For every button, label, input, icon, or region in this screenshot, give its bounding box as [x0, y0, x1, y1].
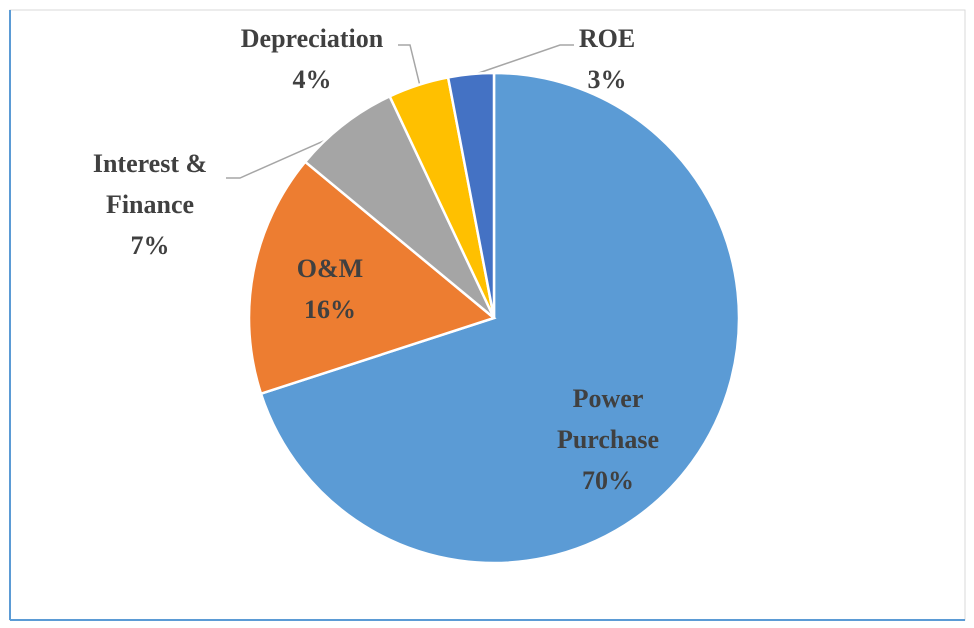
percent-label: 4% [292, 65, 332, 94]
category-label: Depreciation [240, 24, 384, 53]
data-label: Power Purchase 70% [528, 378, 688, 501]
data-label: O&M 16% [270, 248, 390, 330]
percent-label: 3% [587, 65, 627, 94]
pie-slice [303, 94, 496, 319]
data-label: ROE 3% [557, 18, 657, 100]
leader-line [226, 123, 363, 179]
leader-line [469, 44, 574, 77]
percent-label: 7% [130, 231, 170, 260]
category-label: O&M [296, 254, 364, 283]
category-label: ROE [578, 24, 636, 53]
category-label: Interest & Finance [92, 149, 208, 219]
pie-slice [446, 71, 496, 319]
percent-label: 16% [304, 295, 356, 324]
leader-line [398, 44, 421, 87]
percent-label: 70% [582, 466, 634, 495]
pie-slice [247, 160, 497, 396]
category-label: Power Purchase [556, 384, 660, 454]
pie-slice [259, 71, 741, 565]
data-label: Depreciation 4% [212, 18, 412, 100]
data-label: Interest & Finance 7% [70, 143, 230, 266]
